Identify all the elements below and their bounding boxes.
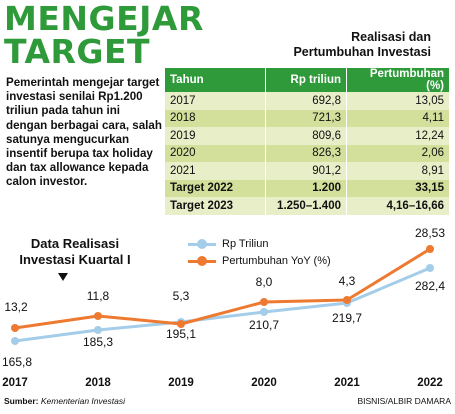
investment-table: Tahun Rp triliun Pertumbuhan (%) 2017 69… — [165, 68, 449, 215]
data-label: 13,2 — [4, 300, 28, 314]
chart-heading: Data Realisasi Investasi Kuartal I — [10, 236, 140, 268]
x-tick-label: 2021 — [334, 377, 360, 389]
table-cell-year: 2021 — [165, 162, 266, 180]
data-label: 195,1 — [166, 327, 196, 341]
table-cell-growth: 2,06 — [346, 144, 449, 162]
table-row: 2019 809,6 12,24 — [165, 127, 449, 145]
chart-heading-line1: Data Realisasi — [30, 236, 120, 251]
data-point — [260, 308, 268, 316]
table-row: 2017 692,8 13,05 — [165, 92, 449, 110]
legend-label: Rp Triliun — [222, 238, 269, 250]
table-title: Realisasi dan Pertumbuhan Investasi — [293, 30, 431, 60]
legend-item-growth: Pertumbuhan YoY (%) — [188, 253, 331, 270]
table-cell-value: 901,2 — [265, 162, 347, 180]
data-label: 5,3 — [173, 289, 190, 303]
legend-marker — [197, 239, 207, 249]
table-row-target: Target 2022 1.200 33,15 — [165, 179, 449, 197]
data-label: 219,7 — [332, 311, 362, 325]
table-header-year: Tahun — [165, 68, 266, 92]
table-cell-growth: 4,11 — [346, 109, 449, 127]
table-cell-year: 2019 — [165, 127, 266, 145]
data-point — [426, 264, 434, 272]
main-title: MENGEJAR TARGET — [4, 0, 204, 72]
table-cell-growth: 4,16–16,66 — [346, 197, 449, 215]
chart-legend: Rp Triliun Pertumbuhan YoY (%) — [188, 236, 331, 270]
table-cell-value: 809,6 — [265, 127, 347, 145]
table-header-value: Rp triliun — [265, 68, 347, 92]
table-cell-year: 2020 — [165, 144, 266, 162]
chart-heading-line2: Investasi Kuartal I — [19, 252, 131, 267]
x-tick-label: 2022 — [417, 377, 443, 389]
data-label: 185,3 — [83, 335, 113, 349]
table-cell-growth: 33,15 — [346, 179, 449, 197]
x-tick-label: 2020 — [251, 377, 277, 389]
table-row: 2020 826,3 2,06 — [165, 144, 449, 162]
table-row: 2021 901,2 8,91 — [165, 162, 449, 180]
legend-label: Pertumbuhan YoY (%) — [222, 255, 331, 267]
table-cell-growth: 8,91 — [346, 162, 449, 180]
data-point — [94, 326, 102, 334]
x-tick-label: 2019 — [168, 377, 194, 389]
data-point — [343, 296, 351, 304]
main-title-line2: TARGET — [4, 32, 151, 71]
table-title-line1: Realisasi dan — [351, 30, 431, 44]
table-row-target: Target 2023 1.250–1.400 4,16–16,66 — [165, 197, 449, 215]
legend-item-rp: Rp Triliun — [188, 236, 331, 253]
table-cell-year: 2017 — [165, 92, 266, 110]
main-title-line1: MENGEJAR — [4, 0, 204, 38]
series-line-0 — [14, 266, 431, 343]
table-cell-value: 1.200 — [265, 179, 347, 197]
arrow-down-icon — [58, 273, 68, 281]
data-label: 28,53 — [415, 226, 445, 240]
data-point — [11, 324, 19, 332]
table-cell-value: 721,3 — [265, 109, 347, 127]
intro-paragraph: Pemerintah mengejar target investasi sen… — [6, 76, 162, 189]
data-label: 282,4 — [415, 279, 445, 293]
table-row: 2018 721,3 4,11 — [165, 109, 449, 127]
data-point — [94, 312, 102, 320]
table-cell-year: Target 2022 — [165, 179, 266, 197]
credit: BISNIS/ALBIR DAMARA — [357, 396, 451, 406]
table-header-row: Tahun Rp triliun Pertumbuhan (%) — [165, 68, 449, 92]
data-point — [177, 320, 185, 328]
series-line-1 — [14, 247, 431, 330]
source-label: Sumber: — [4, 396, 39, 406]
table-title-line2: Pertumbuhan Investasi — [293, 45, 431, 59]
x-tick-label: 2018 — [85, 377, 111, 389]
table-cell-growth: 12,24 — [346, 127, 449, 145]
x-tick-label: 2017 — [2, 377, 28, 389]
table-cell-value: 1.250–1.400 — [265, 197, 347, 215]
table-cell-value: 692,8 — [265, 92, 347, 110]
table-cell-value: 826,3 — [265, 144, 347, 162]
footer: Sumber: Kementerian Investasi BISNIS/ALB… — [4, 396, 451, 406]
table-cell-growth: 13,05 — [346, 92, 449, 110]
data-label: 210,7 — [249, 318, 279, 332]
data-label: 11,8 — [87, 289, 110, 303]
legend-marker — [197, 256, 207, 266]
data-point — [426, 245, 434, 253]
table-header-growth: Pertumbuhan (%) — [346, 68, 449, 92]
data-label: 165,8 — [2, 355, 32, 369]
table-cell-year: Target 2023 — [165, 197, 266, 215]
source-value: Kementerian Investasi — [40, 396, 125, 406]
data-point — [11, 337, 19, 345]
table-cell-year: 2018 — [165, 109, 266, 127]
data-label: 8,0 — [256, 275, 273, 289]
data-label: 4,3 — [339, 274, 356, 288]
data-point — [260, 298, 268, 306]
